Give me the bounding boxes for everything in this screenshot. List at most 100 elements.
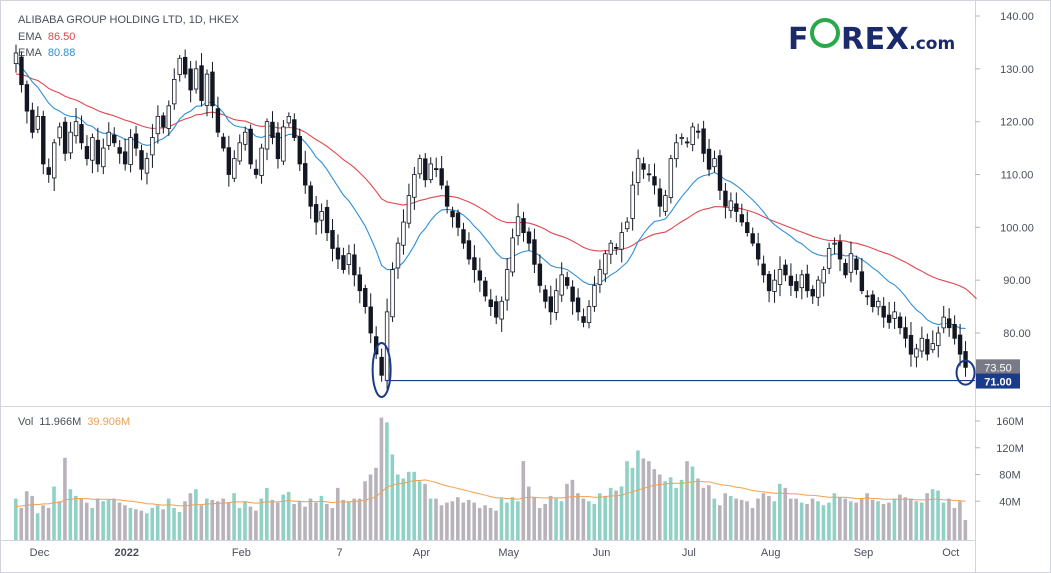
volume-bar xyxy=(690,466,695,540)
candle-body xyxy=(341,255,346,270)
volume-bar xyxy=(668,477,673,540)
volume-bar xyxy=(521,461,526,540)
volume-bar xyxy=(892,498,897,540)
candle-body xyxy=(455,212,461,228)
volume-bar xyxy=(341,499,346,540)
candle-body xyxy=(199,65,204,101)
volume-bar xyxy=(739,499,744,540)
candle-body xyxy=(690,126,695,146)
candle-body xyxy=(925,339,930,355)
candle-body xyxy=(128,137,133,165)
volume-bar xyxy=(346,501,351,540)
volume-bar xyxy=(215,501,220,540)
time-tick-label: May xyxy=(498,547,519,559)
candle-body xyxy=(477,270,483,281)
candle-body xyxy=(237,142,242,162)
ema-long-line xyxy=(15,73,977,300)
ema-short-legend: EMA 80.88 xyxy=(18,47,76,59)
volume-bar xyxy=(734,498,738,540)
candle-body xyxy=(914,348,919,358)
candle-body xyxy=(161,115,166,128)
volume-bar xyxy=(363,481,367,540)
volume-bar xyxy=(461,502,466,540)
candle-body xyxy=(330,230,335,249)
volume-bar xyxy=(330,507,335,540)
candle-body xyxy=(226,147,232,175)
volume-bar xyxy=(537,507,542,540)
candle-body xyxy=(865,295,870,298)
candle-body xyxy=(548,296,553,313)
volume-bar xyxy=(423,483,427,540)
candle-body xyxy=(674,142,679,160)
price-tick-label: 130.00 xyxy=(1000,64,1034,76)
volume-bar xyxy=(439,505,444,540)
candle-body xyxy=(101,147,106,168)
volume-bar xyxy=(112,498,116,540)
volume-bar xyxy=(778,483,782,540)
volume-bar xyxy=(657,474,662,540)
volume-bar xyxy=(576,493,580,540)
candle-body xyxy=(941,316,946,329)
candle-body xyxy=(433,168,439,170)
candle-body xyxy=(313,204,319,223)
volume-bar xyxy=(325,503,329,540)
candle-body xyxy=(428,163,433,181)
candle-body xyxy=(843,262,848,276)
candle-body xyxy=(614,247,619,249)
candle-body xyxy=(483,280,488,297)
volume-bar xyxy=(592,503,597,540)
candle-body xyxy=(13,52,19,64)
candle-body xyxy=(144,158,150,174)
candle-body xyxy=(19,56,24,86)
candle-body xyxy=(117,147,122,154)
volume-bar xyxy=(150,507,155,540)
volume-bar xyxy=(472,502,476,540)
volume-bar xyxy=(952,507,957,540)
volume-bar xyxy=(887,502,891,540)
volume-bar xyxy=(144,513,149,540)
candle-body xyxy=(526,231,532,244)
volume-bar xyxy=(46,507,51,540)
candle-body xyxy=(494,301,499,318)
candle-body xyxy=(106,131,111,146)
volume-bar xyxy=(172,507,176,540)
volume-bar xyxy=(810,498,815,540)
support-price-badge xyxy=(976,373,1020,389)
volume-bar xyxy=(696,478,700,540)
volume-bar xyxy=(335,487,340,540)
volume-bar xyxy=(898,494,902,540)
candle-body xyxy=(581,316,586,323)
volume-bar xyxy=(390,454,395,540)
candle-body xyxy=(859,271,865,292)
volume-bar xyxy=(848,501,853,540)
last-price-label: 73.50 xyxy=(984,362,1012,374)
volume-bar xyxy=(417,481,422,540)
candle-body xyxy=(24,84,30,112)
volume-bar xyxy=(685,461,689,540)
candle-body xyxy=(592,285,597,307)
chart-title: ALIBABA GROUP HOLDING LTD, 1D, HKEX xyxy=(18,14,239,26)
candle-body xyxy=(68,131,73,154)
candle-body xyxy=(357,274,362,292)
candle-body xyxy=(172,79,177,105)
volume-bar xyxy=(79,498,84,540)
candle-body xyxy=(308,185,313,207)
candle-body xyxy=(723,190,728,207)
candle-body xyxy=(608,242,614,255)
volume-bar xyxy=(876,501,880,540)
time-tick-label: Feb xyxy=(232,547,251,559)
candle-body xyxy=(46,167,51,175)
volume-bar xyxy=(516,501,520,540)
volume-bar xyxy=(24,491,29,540)
candles xyxy=(13,44,968,389)
candle-body xyxy=(783,264,788,276)
volume-bar xyxy=(95,498,100,540)
volume-bar xyxy=(14,498,18,540)
time-tick-label: 2022 xyxy=(115,547,139,559)
volume-bar xyxy=(794,498,798,540)
volume-bar xyxy=(914,501,919,540)
volume-bar xyxy=(434,498,438,540)
volume-bar xyxy=(816,501,820,540)
time-tick-label: Dec xyxy=(30,547,50,559)
